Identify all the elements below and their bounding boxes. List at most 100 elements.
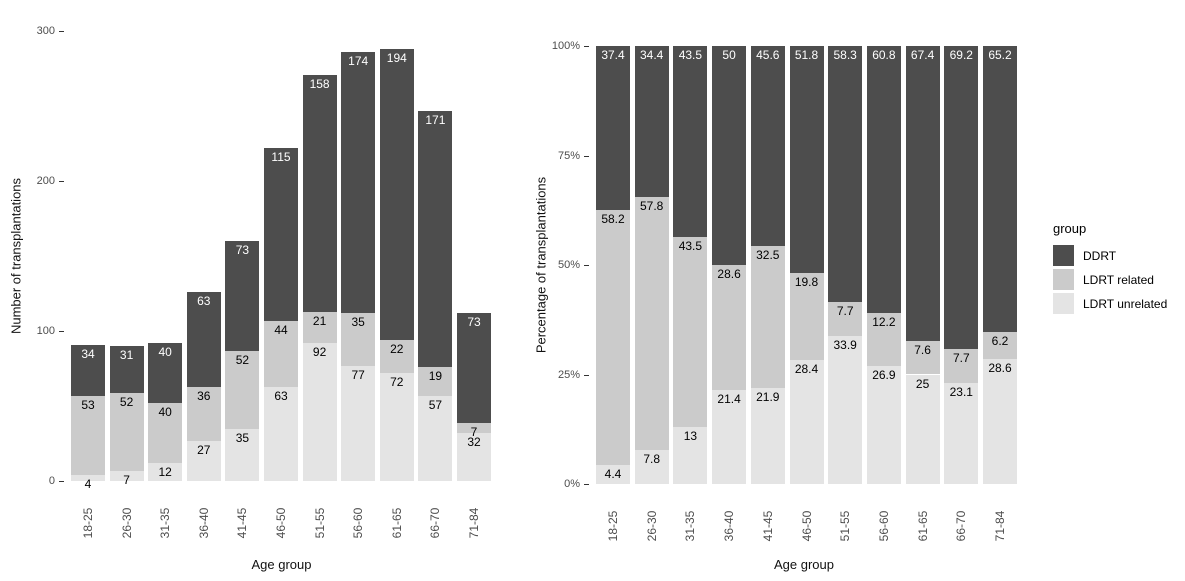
bar-value-label: 73 xyxy=(467,315,481,329)
bar-segment: 50 xyxy=(712,46,747,265)
bar-segment: 45.6 xyxy=(750,46,785,246)
legend-item-ldrt-unrelated: LDRT unrelated xyxy=(1053,293,1181,314)
bar-value-label: 32 xyxy=(467,435,481,449)
y-tick-mark xyxy=(584,484,589,485)
bar-value-label: 7.8 xyxy=(643,451,661,466)
bar-value-label: 92 xyxy=(312,345,327,359)
bar-segment: 28.6 xyxy=(983,358,1017,484)
bar-value-label: 33.9 xyxy=(833,337,857,352)
y-tick-label: 200 xyxy=(36,175,55,187)
x-tick-label: 46-50 xyxy=(274,507,288,539)
bar-segment: 23.1 xyxy=(944,382,979,484)
bar-value-label: 50 xyxy=(722,48,736,62)
legend-title: group xyxy=(1053,221,1087,236)
bar-value-label: 40 xyxy=(158,405,172,419)
y-tick-label: 25% xyxy=(557,368,580,381)
y-tick-label: 100% xyxy=(551,40,580,52)
x-tick-label: 66-70 xyxy=(428,507,443,539)
bar-value-label: 57 xyxy=(428,397,443,412)
bar-value-label: 58.3 xyxy=(833,48,857,63)
bar-segment: 7 xyxy=(457,422,491,439)
bar-value-label: 34.4 xyxy=(640,48,664,62)
x-tick-label: 26-30 xyxy=(644,510,659,542)
bar-value-label: 4.4 xyxy=(604,466,622,481)
bar-segment: 53 xyxy=(71,395,105,475)
y-tick-mark xyxy=(584,374,589,376)
bar-segment: 21.4 xyxy=(712,390,747,484)
x-tick-label: 46-50 xyxy=(799,510,814,542)
bar-segment: 57.8 xyxy=(634,196,669,450)
bar-value-label: 171 xyxy=(425,112,446,127)
bar-value-label: 25 xyxy=(915,376,930,391)
bar-segment: 171 xyxy=(418,110,453,367)
bar-segment: 21 xyxy=(302,311,337,343)
legend-item-label: LDRT related xyxy=(1083,272,1154,287)
bar-value-label: 63 xyxy=(197,294,211,308)
bar-segment: 44 xyxy=(264,320,298,387)
bar-value-label: 7 xyxy=(123,472,130,487)
x-tick-label: 41-45 xyxy=(235,507,250,539)
bar-segment: 28.4 xyxy=(789,359,824,484)
bar-value-label: 194 xyxy=(386,51,407,65)
bar-segment: 7 xyxy=(109,470,144,487)
bar-segment: 21.9 xyxy=(750,388,785,484)
bar-segment: 7.7 xyxy=(828,301,863,336)
bar-value-label: 63 xyxy=(274,388,288,403)
bar-value-label: 53 xyxy=(81,397,95,412)
bar-segment: 26.9 xyxy=(866,366,901,484)
bar-segment: 51.8 xyxy=(789,46,824,273)
y-tick-mark xyxy=(59,31,64,32)
bar-value-label: 72 xyxy=(390,375,404,389)
bar-value-label: 67.4 xyxy=(910,48,935,62)
bar-segment: 69.2 xyxy=(944,46,979,350)
y-axis-title-left: Number of transplantations xyxy=(8,177,24,335)
bar-segment: 73 xyxy=(457,313,491,423)
bar-segment: 36 xyxy=(186,386,221,441)
bar-segment: 34 xyxy=(71,344,105,396)
bar-segment: 32 xyxy=(457,433,491,481)
bar-value-label: 19.8 xyxy=(794,274,819,289)
bar-segment: 60.8 xyxy=(866,46,901,313)
x-tick-label: 36-40 xyxy=(722,510,737,542)
bar-value-label: 36 xyxy=(197,388,211,403)
bar-segment: 34.4 xyxy=(634,46,669,197)
bar-segment: 33.9 xyxy=(828,335,863,484)
bar-value-label: 7.7 xyxy=(836,303,854,318)
bar-segment: 40 xyxy=(148,343,183,403)
y-tick-mark xyxy=(59,331,64,332)
y-tick-label: 0% xyxy=(564,478,580,490)
legend-swatch-ddrt xyxy=(1053,245,1074,266)
bar-segment: 35 xyxy=(225,428,260,481)
x-tick-label: 56-60 xyxy=(876,510,891,542)
bar-value-label: 23.1 xyxy=(949,384,973,399)
bar-segment: 7.6 xyxy=(905,341,940,375)
bar-segment: 174 xyxy=(341,52,376,313)
bar-value-label: 44 xyxy=(274,322,288,337)
bar-value-label: 40 xyxy=(158,345,172,359)
bar-segment: 12.2 xyxy=(866,312,901,367)
bar-value-label: 12 xyxy=(158,465,172,479)
x-axis-title-left: Age group xyxy=(251,557,312,572)
bar-value-label: 26.9 xyxy=(872,368,896,383)
bar-value-label: 35 xyxy=(235,430,250,445)
bar-segment: 63 xyxy=(186,292,221,387)
bar-segment: 58.2 xyxy=(596,209,630,465)
bar-segment: 52 xyxy=(225,350,260,429)
legend-item-label: LDRT unrelated xyxy=(1083,296,1168,311)
bar-segment: 7.7 xyxy=(944,349,979,383)
bar-value-label: 69.2 xyxy=(949,48,973,62)
bar-segment: 31 xyxy=(109,346,144,393)
bar-value-label: 115 xyxy=(271,150,291,164)
bar-value-label: 4 xyxy=(84,477,92,491)
bar-value-label: 6.2 xyxy=(991,333,1009,348)
bar-value-label: 13 xyxy=(683,429,698,444)
bar-value-label: 52 xyxy=(119,394,134,409)
y-tick-mark xyxy=(584,265,589,266)
bar-segment: 65.2 xyxy=(983,46,1017,332)
bar-segment: 92 xyxy=(302,343,337,481)
bar-segment: 77 xyxy=(341,365,376,481)
bar-value-label: 174 xyxy=(348,54,369,68)
bar-value-label: 19 xyxy=(428,369,443,383)
bar-value-label: 51.8 xyxy=(794,48,819,62)
y-tick-mark xyxy=(584,46,589,47)
